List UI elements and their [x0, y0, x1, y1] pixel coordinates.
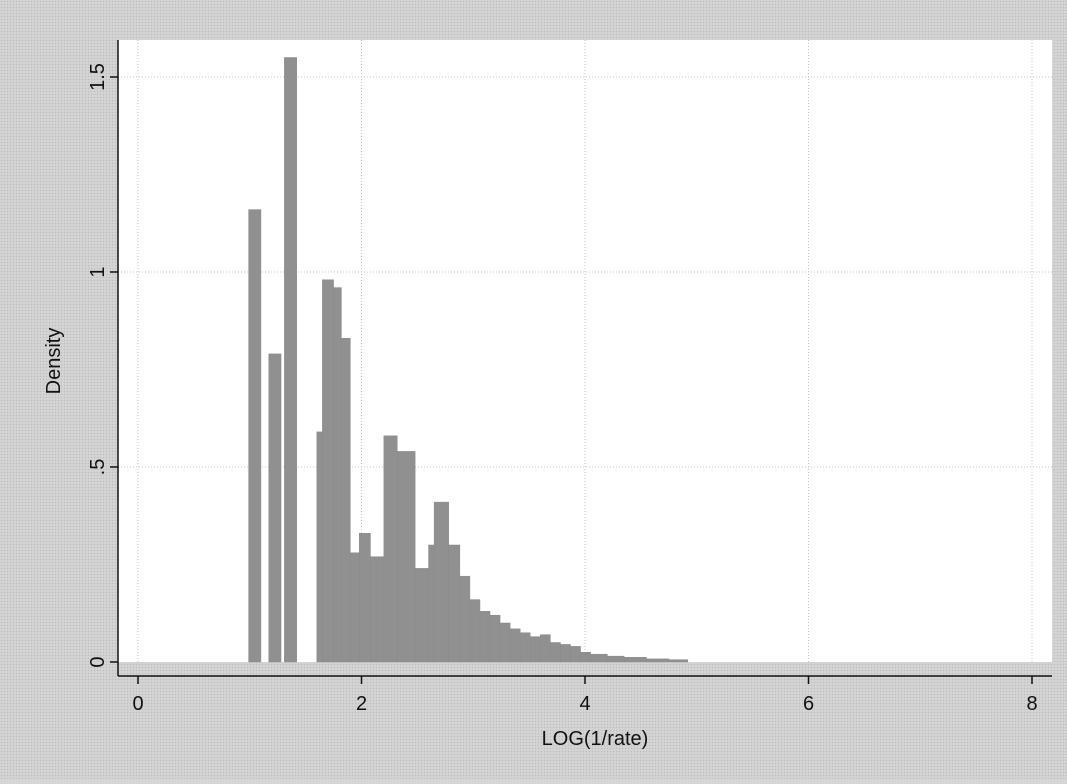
histogram-bar — [560, 644, 571, 663]
histogram-bar — [459, 575, 471, 663]
histogram-bar — [550, 642, 561, 663]
x-tick-label: 2 — [356, 693, 367, 715]
ticks: 0 2 4 6 8 0 .5 1 1.5 — [87, 63, 1038, 715]
histogram-bar — [397, 451, 416, 663]
y-axis-title: Density — [43, 328, 65, 395]
histogram-bar — [489, 614, 501, 663]
bars — [248, 57, 689, 663]
histogram-bar — [284, 57, 297, 663]
histogram-bar — [268, 353, 282, 663]
histogram-bar — [479, 611, 491, 663]
histogram-bar — [540, 634, 551, 663]
histogram-bar — [646, 658, 670, 663]
histogram-bar — [322, 279, 334, 663]
histogram-bar — [359, 533, 371, 663]
histogram-bar — [499, 622, 511, 663]
histogram-bar — [433, 501, 449, 663]
histogram-bar — [316, 431, 323, 663]
histogram-bar — [383, 435, 398, 663]
y-tick-label: 1.5 — [87, 63, 109, 91]
y-tick-label: 0 — [87, 656, 109, 667]
histogram-bar — [580, 652, 591, 663]
histogram-bar — [529, 636, 541, 663]
histogram-bar — [623, 657, 647, 663]
histogram-bar — [350, 552, 360, 663]
y-tick-label: .5 — [87, 459, 109, 476]
histogram-bar — [448, 544, 461, 663]
histogram-bar — [590, 653, 608, 663]
histogram-bar — [428, 544, 435, 663]
x-tick-label: 4 — [579, 693, 590, 715]
x-axis-title: LOG(1/rate) — [542, 728, 649, 750]
histogram-bar — [469, 599, 481, 663]
x-tick-label: 8 — [1026, 693, 1037, 715]
histogram-bar — [341, 338, 351, 663]
histogram-bar — [333, 287, 342, 663]
histogram-bar — [370, 556, 385, 663]
y-tick-label: 1 — [87, 266, 109, 277]
histogram-bar — [570, 646, 581, 663]
histogram-bar — [414, 568, 429, 663]
histogram-bar — [668, 659, 689, 663]
histogram-bar — [607, 655, 625, 663]
x-tick-label: 6 — [803, 693, 814, 715]
histogram-bar — [519, 632, 531, 663]
histogram-bar — [509, 628, 521, 663]
x-tick-label: 0 — [132, 693, 143, 715]
histogram-bar — [248, 209, 262, 663]
